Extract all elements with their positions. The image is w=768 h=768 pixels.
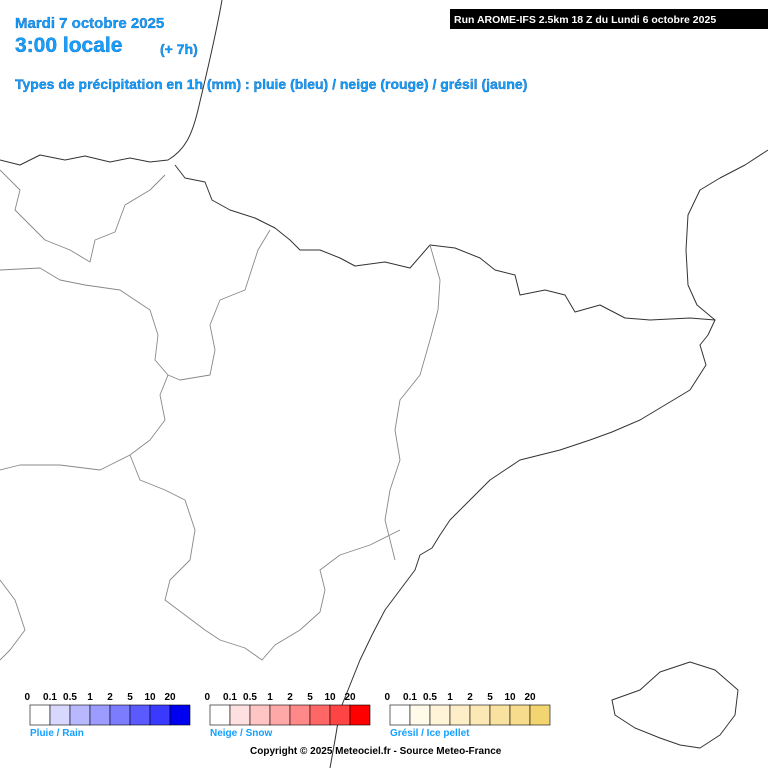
coastline bbox=[329, 149, 768, 768]
legend-tick: 5 bbox=[307, 692, 313, 703]
legend-swatch bbox=[49, 704, 71, 726]
offset: (+ 7h) bbox=[160, 41, 198, 57]
run-box bbox=[450, 9, 768, 29]
border bbox=[0, 229, 271, 381]
subtitle: Types de précipitation en 1h (mm) : plui… bbox=[15, 76, 527, 92]
legend-swatch bbox=[329, 704, 351, 726]
border bbox=[174, 164, 716, 321]
legend-tick: 10 bbox=[504, 692, 516, 703]
legend-swatch bbox=[449, 704, 471, 726]
legend-swatch bbox=[289, 704, 311, 726]
legend-tick: 5 bbox=[127, 692, 133, 703]
border bbox=[0, 374, 169, 471]
legend-tick: 5 bbox=[487, 692, 493, 703]
legend-swatch bbox=[209, 704, 231, 726]
legend-tick: 2 bbox=[287, 692, 293, 703]
legend-swatch bbox=[529, 704, 551, 726]
time: 3:00 locale bbox=[15, 34, 122, 57]
legend-tick: 0.1 bbox=[223, 692, 237, 703]
date: Mardi 7 octobre 2025 bbox=[15, 15, 164, 32]
legend-tick: 20 bbox=[164, 692, 176, 703]
legend-tick: 1 bbox=[267, 692, 273, 703]
legend-name: Neige / Snow bbox=[210, 728, 272, 739]
legend-swatch bbox=[229, 704, 251, 726]
legend-swatch bbox=[389, 704, 411, 726]
legend-tick: 20 bbox=[524, 692, 536, 703]
coastline bbox=[0, 0, 223, 166]
legend-swatch bbox=[269, 704, 291, 726]
legend-tick: 0 bbox=[24, 692, 30, 703]
border bbox=[384, 244, 441, 561]
legend-swatch bbox=[309, 704, 331, 726]
border bbox=[129, 454, 401, 661]
legend-tick: 0.5 bbox=[243, 692, 257, 703]
legend-tick: 10 bbox=[144, 692, 156, 703]
legend-tick: 0.1 bbox=[403, 692, 417, 703]
legend-swatch bbox=[509, 704, 531, 726]
legend-tick: 2 bbox=[107, 692, 113, 703]
legend-name: Grésil / Ice pellet bbox=[390, 728, 470, 739]
legend-swatch bbox=[129, 704, 151, 726]
coastline bbox=[611, 661, 739, 749]
legend-swatch bbox=[489, 704, 511, 726]
legend-swatch bbox=[169, 704, 191, 726]
copyright: Copyright © 2025 Meteociel.fr - Source M… bbox=[250, 746, 502, 757]
border bbox=[0, 169, 166, 263]
legend-name: Pluie / Rain bbox=[30, 728, 84, 739]
legend-tick: 1 bbox=[87, 692, 93, 703]
legend-swatch bbox=[249, 704, 271, 726]
legend-tick: 20 bbox=[344, 692, 356, 703]
legend-swatch bbox=[469, 704, 491, 726]
legend-swatch bbox=[409, 704, 431, 726]
legend-tick: 0.5 bbox=[63, 692, 77, 703]
legend-tick: 2 bbox=[467, 692, 473, 703]
legend-tick: 0.5 bbox=[423, 692, 437, 703]
legend-tick: 0 bbox=[384, 692, 390, 703]
legend-swatch bbox=[429, 704, 451, 726]
legend-swatch bbox=[109, 704, 131, 726]
legend-tick: 1 bbox=[447, 692, 453, 703]
legend-tick: 0.1 bbox=[43, 692, 57, 703]
legend-swatch bbox=[69, 704, 91, 726]
legend-swatch bbox=[349, 704, 371, 726]
legend-tick: 0 bbox=[204, 692, 210, 703]
legend-tick: 10 bbox=[324, 692, 336, 703]
border bbox=[0, 579, 26, 661]
legend-swatch bbox=[29, 704, 51, 726]
legend-swatch bbox=[149, 704, 171, 726]
legend-swatch bbox=[89, 704, 111, 726]
run-label: Run AROME-IFS 2.5km 18 Z du Lundi 6 octo… bbox=[454, 14, 716, 26]
